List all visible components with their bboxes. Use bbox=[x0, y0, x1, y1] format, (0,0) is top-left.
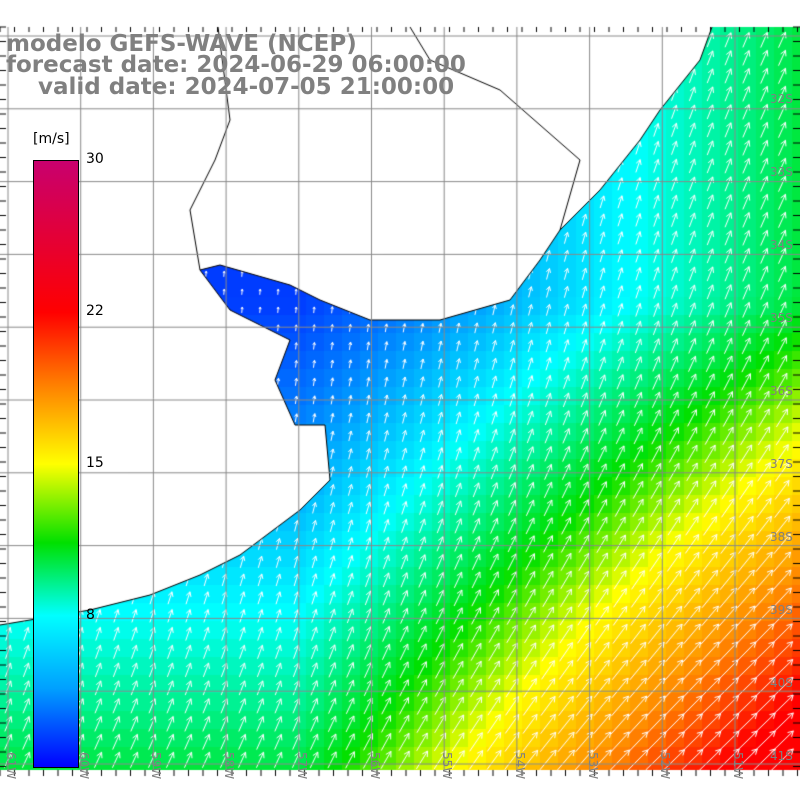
latitude-label: 40S bbox=[770, 676, 793, 690]
latitude-label: 33S bbox=[770, 165, 793, 179]
latitude-label: 36S bbox=[770, 384, 793, 398]
colorbar bbox=[33, 160, 79, 768]
longitude-label: 52W bbox=[658, 752, 673, 780]
longitude-label: 54W bbox=[512, 752, 527, 780]
colorbar-tick: 22 bbox=[86, 303, 104, 319]
latitude-label: 35S bbox=[770, 311, 793, 325]
latitude-label: 37S bbox=[770, 457, 793, 471]
longitude-label: 53W bbox=[585, 752, 600, 780]
title-valid-date: valid date: 2024-07-05 21:00:00 bbox=[6, 74, 455, 100]
longitude-label: 57W bbox=[294, 752, 309, 780]
longitude-label: 60W bbox=[76, 752, 91, 780]
latitude-label: 41S bbox=[770, 749, 793, 763]
longitude-label: 61W bbox=[4, 752, 18, 780]
colorbar-tick: 8 bbox=[86, 607, 95, 623]
longitude-label: 56W bbox=[367, 752, 382, 780]
longitude-label: 59W bbox=[149, 752, 164, 780]
title-model: modelo GEFS-WAVE (NCEP) bbox=[6, 31, 357, 57]
latitude-label: 38S bbox=[770, 530, 793, 544]
latitude-label: 34S bbox=[770, 238, 793, 252]
latitude-label: 32S bbox=[770, 92, 793, 106]
longitude-label: 51W bbox=[731, 752, 745, 780]
latitude-label: 39S bbox=[770, 603, 793, 617]
colorbar-tick: 15 bbox=[86, 455, 104, 471]
longitude-label: 58W bbox=[222, 752, 237, 780]
colorbar-unit: [m/s] bbox=[33, 131, 70, 147]
longitude-label: 55W bbox=[440, 752, 455, 780]
colorbar-tick: 30 bbox=[86, 151, 104, 167]
title-forecast-date: forecast date: 2024-06-29 06:00:00 bbox=[6, 52, 466, 78]
